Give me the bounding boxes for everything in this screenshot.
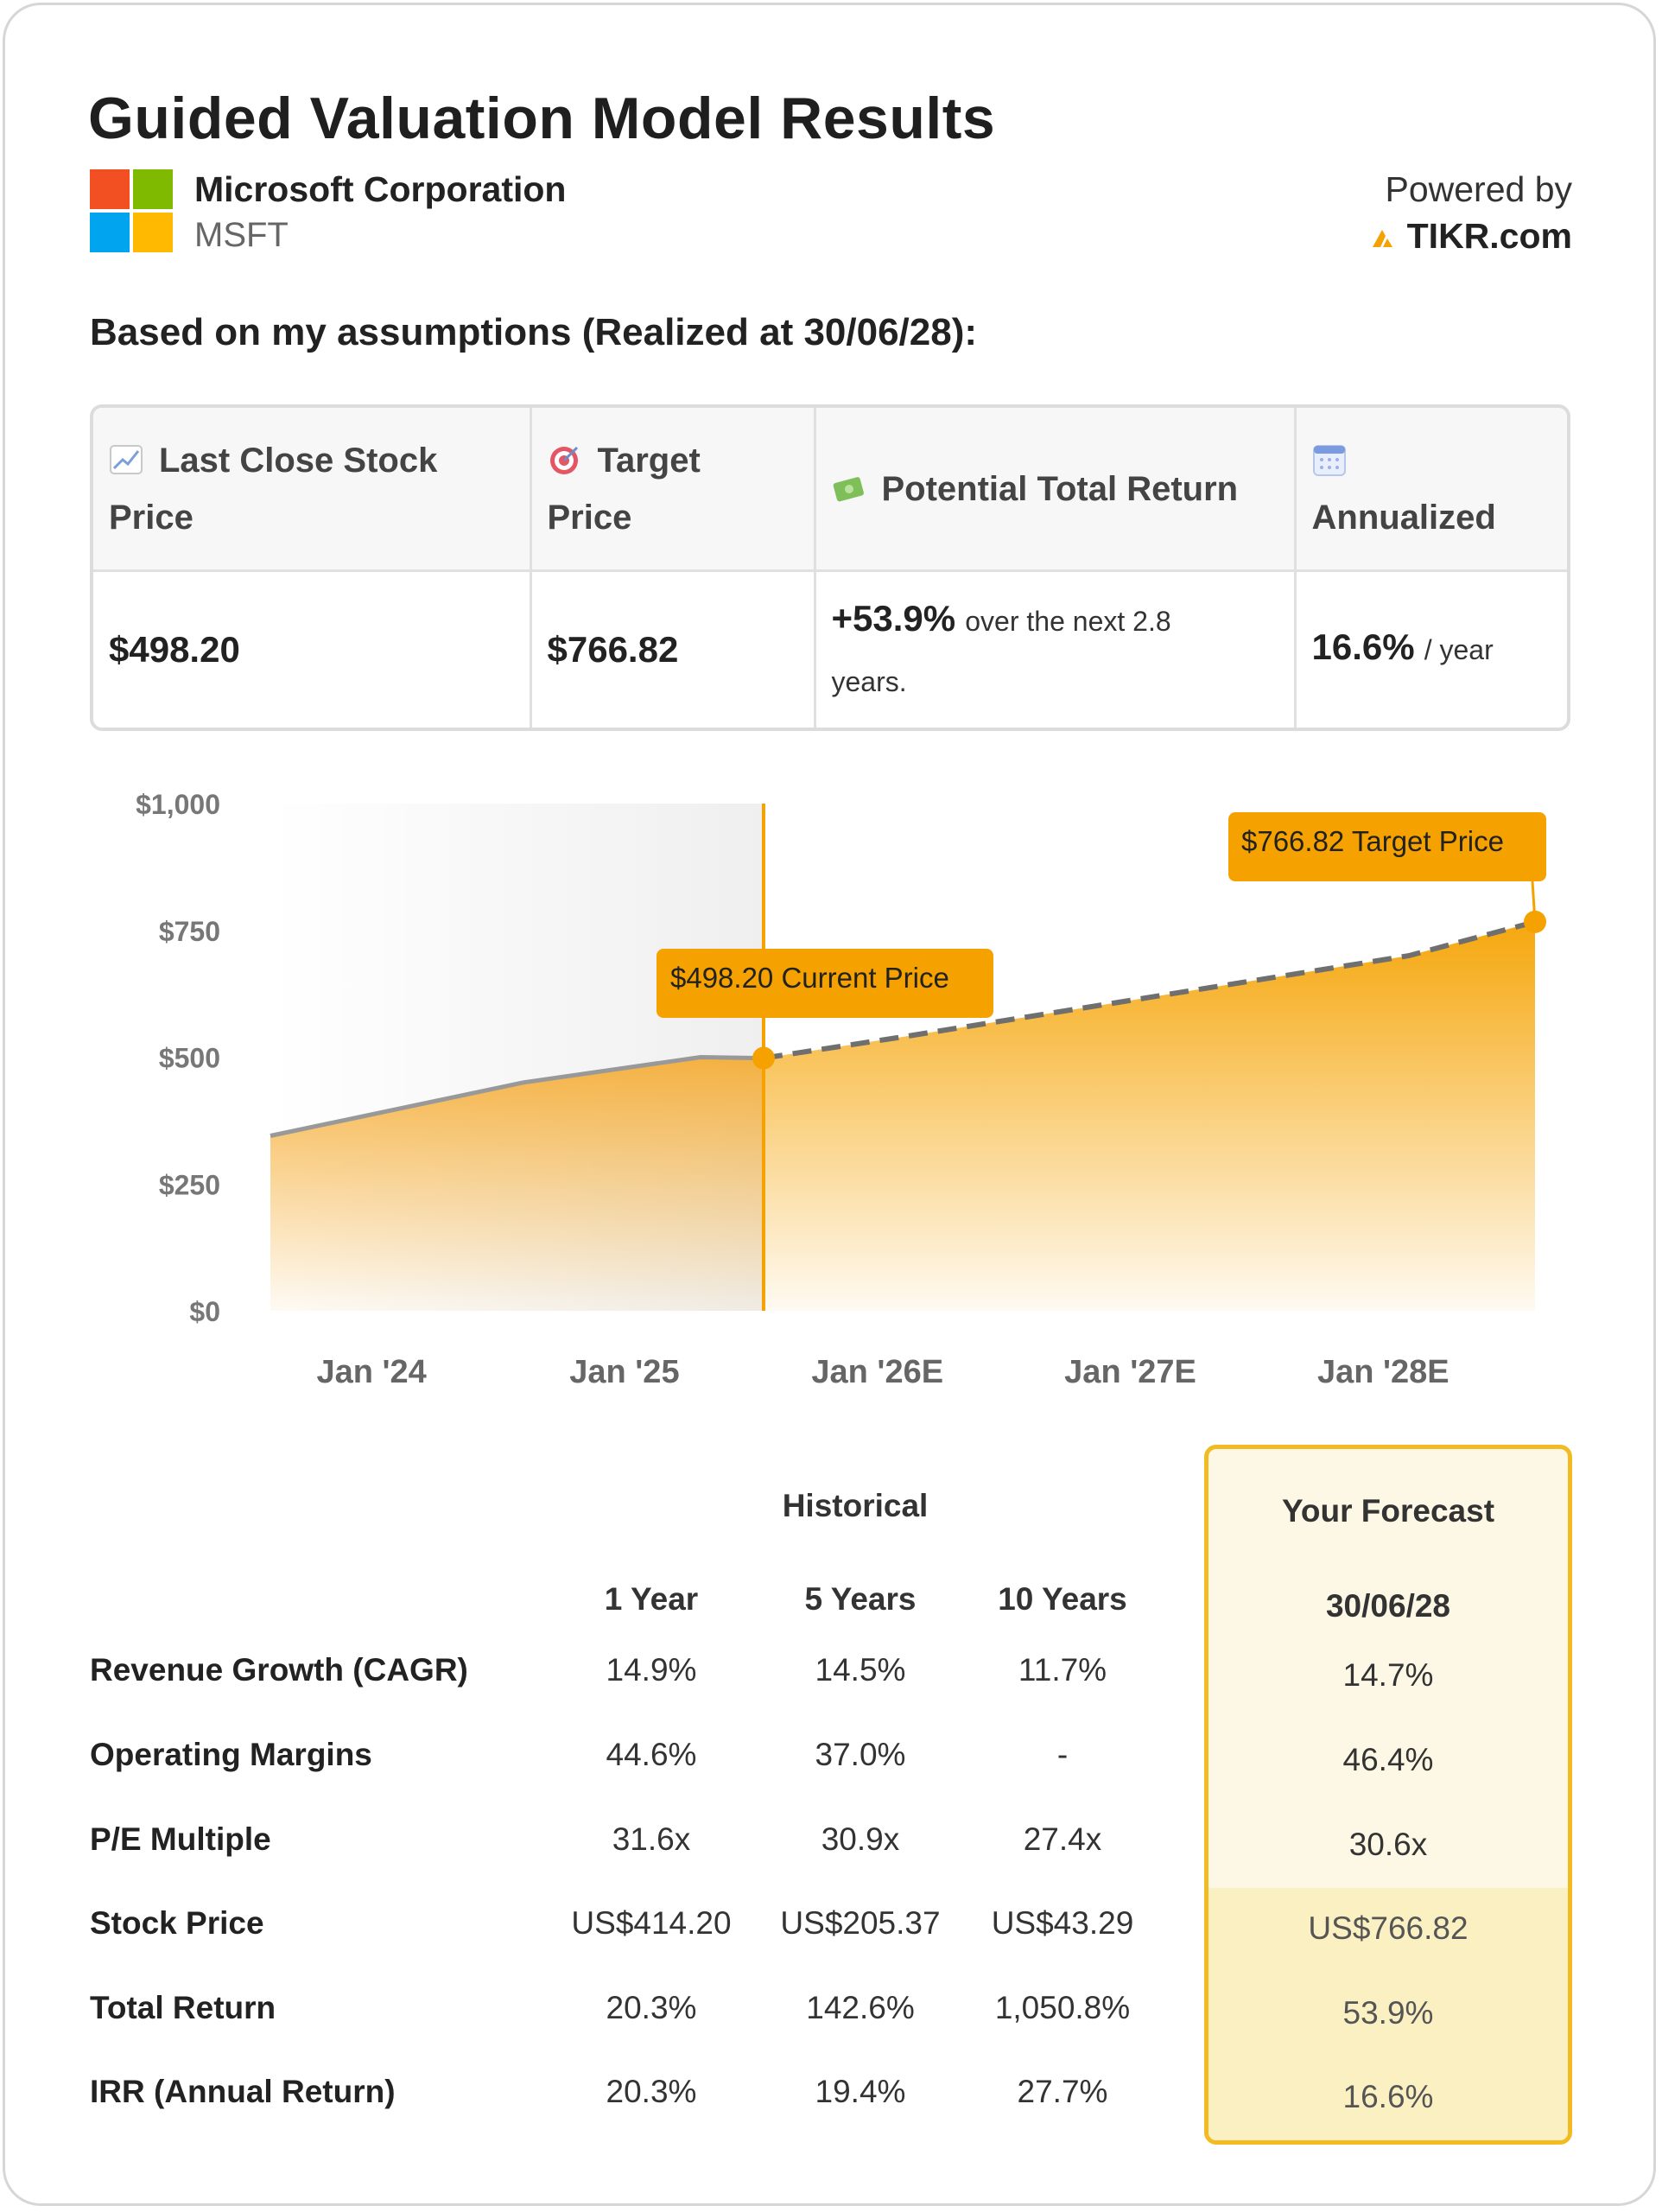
x-tick-label: Jan '24	[316, 1354, 426, 1390]
metric-10-years: US$43.29	[991, 1905, 1134, 1941]
annualized-value: 16.6% / year	[1293, 569, 1567, 728]
metric-1-year: 20.3%	[606, 1990, 697, 2025]
metric-1-year: 14.9%	[606, 1652, 697, 1688]
metric-forecast: US$766.82	[1308, 1910, 1469, 1946]
metric-1-year: US$414.20	[571, 1905, 732, 1941]
column-header: 1 Year	[604, 1581, 699, 1617]
x-tick-label: Jan '28E	[1317, 1354, 1449, 1390]
x-tick-label: Jan '26E	[811, 1354, 943, 1390]
svg-text:$498.20 Current Price: $498.20 Current Price	[670, 962, 949, 994]
tikr-brand[interactable]: TIKR.com	[1371, 216, 1572, 257]
metric-1-year: 31.6x	[612, 1821, 691, 1857]
metric-row-label: Stock Price	[90, 1905, 264, 1941]
metric-10-years: 1,050.8%	[994, 1990, 1131, 2025]
forecast-date-header: 30/06/28	[1325, 1588, 1451, 1624]
forecast-column	[1204, 1445, 1572, 2145]
metric-10-years: 27.4x	[1023, 1821, 1102, 1857]
metric-row-label: Revenue Growth (CAGR)	[90, 1652, 468, 1688]
x-tick-label: Jan '27E	[1064, 1354, 1196, 1390]
metric-5-years: 19.4%	[815, 2074, 906, 2109]
header-total-return: Potential Total Return	[813, 408, 1297, 572]
metric-5-years: 14.5%	[815, 1652, 906, 1688]
microsoft-logo	[90, 169, 173, 252]
y-tick-label: $250	[159, 1169, 220, 1200]
metric-5-years: 142.6%	[806, 1990, 915, 2025]
x-tick-label: Jan '25	[569, 1354, 679, 1390]
summary-table: Last Close Stock Price Target Price Potent…	[90, 404, 1570, 731]
column-header: 10 Years	[998, 1581, 1127, 1617]
current-price-point[interactable]	[752, 1046, 775, 1070]
header-target-price: Target Price	[529, 408, 816, 572]
svg-text:$766.82 Target Price: $766.82 Target Price	[1241, 825, 1504, 857]
metric-row-label: P/E Multiple	[90, 1821, 271, 1857]
forecast-header: Your Forecast	[1281, 1493, 1495, 1529]
forecast-result-band	[1208, 1888, 1568, 2140]
historical-area	[270, 1057, 764, 1311]
y-tick-label: $500	[159, 1043, 220, 1074]
forecast-area	[764, 921, 1535, 1311]
metric-1-year: 20.3%	[606, 2074, 697, 2109]
current-price-label: $498.20 Current Price	[657, 949, 993, 1018]
metric-10-years: 27.7%	[1017, 2074, 1108, 2109]
total-return-value: +53.9% over the next 2.8 years.	[813, 569, 1297, 728]
metric-forecast: 16.6%	[1342, 2079, 1434, 2114]
metric-5-years: 37.0%	[815, 1737, 906, 1772]
chart-up-icon	[109, 437, 143, 474]
historical-header: Historical	[782, 1488, 929, 1523]
y-tick-label: $0	[189, 1296, 220, 1327]
page-title: Guided Valuation Model Results	[88, 86, 996, 151]
column-header: 5 Years	[804, 1581, 917, 1617]
tikr-brand-text: TIKR.com	[1406, 216, 1572, 256]
metric-5-years: 30.9x	[821, 1821, 900, 1857]
target-price-point[interactable]	[1524, 910, 1546, 933]
target-price-label: $766.82 Target Price	[1228, 812, 1546, 881]
metric-forecast: 46.4%	[1342, 1742, 1434, 1777]
header-last-close: Last Close Stock Price	[93, 408, 532, 572]
metric-10-years: -	[1056, 1737, 1069, 1772]
target-price-value: $766.82	[529, 569, 816, 728]
target-icon	[548, 437, 582, 474]
metric-row-label: IRR (Annual Return)	[90, 2074, 396, 2109]
metric-forecast: 14.7%	[1342, 1657, 1434, 1693]
tikr-logo-icon	[1372, 229, 1392, 247]
price-chart: $1,000 $750 $500 $250 $0 Jan '24 Jan '25 Jan '…	[136, 789, 1546, 1390]
header-annualized: Annualized	[1293, 408, 1567, 572]
historical-line	[270, 1054, 764, 1138]
forecast-dashed-line	[763, 919, 1536, 1061]
metric-row-label: Total Return	[90, 1990, 276, 2025]
metric-10-years: 11.7%	[1018, 1652, 1107, 1688]
ticker-symbol: MSFT	[194, 216, 289, 254]
y-tick-label: $1,000	[136, 789, 220, 820]
metric-forecast: 53.9%	[1342, 1995, 1434, 2031]
powered-by-label: Powered by	[1385, 169, 1572, 209]
metric-forecast: 30.6x	[1348, 1827, 1428, 1862]
calendar-icon	[1312, 437, 1347, 476]
money-icon	[832, 466, 866, 501]
company-name: Microsoft Corporation	[194, 169, 567, 209]
metric-5-years: US$205.37	[780, 1905, 941, 1941]
assumptions-heading: Based on my assumptions (Realized at 30/…	[90, 311, 978, 353]
metric-1-year: 44.6%	[606, 1737, 697, 1772]
metric-row-label: Operating Margins	[90, 1737, 372, 1772]
last-close-value: $498.20	[93, 569, 532, 728]
y-tick-label: $750	[159, 916, 220, 947]
